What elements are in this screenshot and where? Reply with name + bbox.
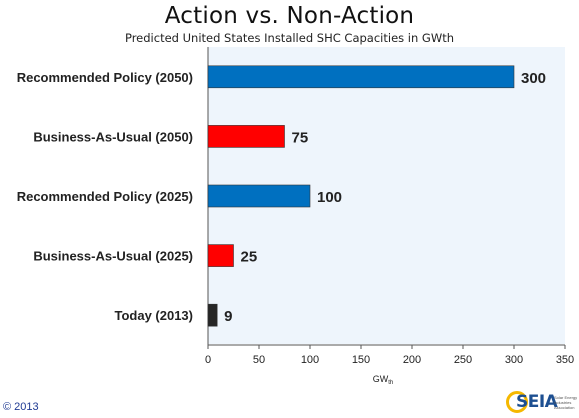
bar [207, 244, 234, 267]
bar [207, 65, 515, 89]
category-label: Business-As-Usual (2050) [33, 129, 193, 144]
category-label: Recommended Policy (2050) [17, 70, 193, 85]
x-axis-label-subscript: th [388, 380, 393, 386]
bar [207, 184, 311, 208]
chart-title: Action vs. Non-Action [164, 3, 415, 29]
x-tick-label: 250 [454, 354, 472, 366]
data-label: 75 [292, 129, 309, 146]
x-tick-label: 150 [352, 354, 370, 366]
logo-subtext: Solar Energy Industries Association [554, 395, 578, 410]
x-tick-label: 200 [403, 354, 421, 366]
data-label: 25 [241, 249, 258, 266]
data-label: 300 [521, 70, 546, 87]
seia-logo: SEIA Solar Energy Industries Association [506, 390, 578, 418]
x-tick-label: 300 [505, 354, 523, 366]
x-tick-label: 0 [205, 354, 211, 366]
x-axis-label: GWth [373, 374, 394, 386]
sun-ring-icon [506, 391, 528, 413]
x-tick-label: 50 [253, 354, 265, 366]
data-label: 100 [317, 189, 342, 206]
bar [207, 125, 285, 148]
copyright-notice: © 2013 [3, 401, 39, 413]
category-label: Today (2013) [114, 308, 193, 323]
data-label: 9 [224, 308, 232, 325]
category-label: Business-As-Usual (2025) [33, 249, 193, 264]
chart-subtitle: Predicted United States Installed SHC Ca… [124, 31, 455, 45]
category-label: Recommended Policy (2025) [17, 189, 193, 204]
x-tick-label: 350 [556, 354, 574, 366]
x-axis-label-main: GW [373, 374, 389, 384]
bar [207, 303, 218, 327]
logo-text: SEIA [516, 392, 558, 412]
x-tick-label: 100 [301, 354, 319, 366]
